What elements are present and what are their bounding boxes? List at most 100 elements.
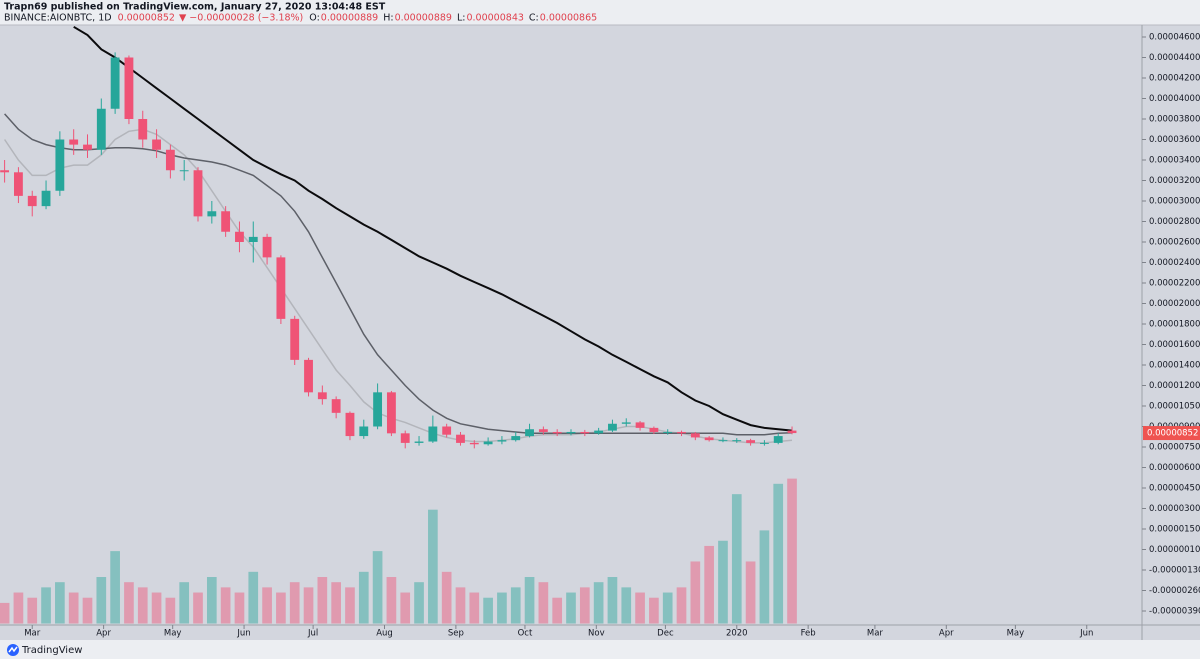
volume-bar	[386, 577, 397, 624]
x-tick-label: Oct	[518, 629, 533, 639]
volume-bar	[27, 597, 38, 624]
candle-body	[621, 422, 631, 424]
volume-bar	[510, 587, 521, 624]
x-tick-label: May	[1007, 629, 1025, 639]
candle-body	[248, 236, 258, 242]
candle-body	[511, 436, 521, 441]
volume-bar	[469, 592, 480, 624]
y-tick-label: 0.00000010	[1149, 545, 1200, 555]
volume-bar	[593, 582, 604, 624]
header-field: ▼ −0.00000028 (−3.18%)	[179, 13, 303, 24]
volume-bar	[303, 587, 314, 624]
candle-body	[677, 431, 686, 434]
volume-bar	[745, 561, 756, 624]
candle-body	[317, 392, 327, 400]
y-tick-label: 0.00002800	[1149, 217, 1200, 227]
y-tick-label: 0.00001050	[1149, 402, 1200, 412]
moving-average	[73, 25, 793, 432]
volume-bar	[704, 545, 714, 624]
candle-body	[179, 170, 189, 172]
volume-bar	[621, 587, 632, 624]
candle-body	[290, 318, 300, 360]
footer-bar	[0, 640, 1200, 659]
y-tick-label: 0.00003600	[1149, 135, 1200, 145]
candle-body	[483, 441, 493, 445]
volume-bar	[759, 530, 770, 624]
volume-bar	[552, 597, 563, 624]
candle-body	[400, 433, 410, 443]
x-tick-label: Mar	[24, 629, 41, 639]
volume-bar	[276, 592, 286, 624]
x-tick-label: 2020	[726, 629, 748, 639]
header-field: H:	[383, 13, 393, 24]
volume-bar	[151, 592, 162, 624]
candle-body	[442, 426, 452, 435]
volume-bar	[331, 582, 341, 624]
candle-body	[594, 430, 604, 434]
y-tick-label: 0.00001400	[1149, 361, 1200, 371]
candle-body	[304, 359, 313, 393]
x-tick-label: Jun	[1079, 629, 1093, 639]
candle-body	[414, 441, 424, 443]
header-field: O:	[309, 13, 320, 24]
volume-bar	[773, 483, 784, 624]
candle-body	[428, 426, 438, 442]
logo-glyph	[8, 646, 18, 653]
candle-body	[41, 190, 51, 207]
candle-body	[690, 433, 700, 438]
candle-body	[152, 139, 161, 150]
candle-body	[773, 436, 783, 443]
y-tick-label: -0.00000390	[1149, 607, 1200, 617]
volume-bar	[497, 592, 507, 624]
header-field: 0.00000843	[466, 13, 523, 24]
volume-bar	[137, 587, 148, 624]
y-tick-label: 0.00002200	[1149, 279, 1200, 289]
volume-bar	[538, 582, 549, 624]
volume-bar	[690, 561, 701, 624]
candle-body	[207, 211, 217, 217]
y-tick-label: 0.00003400	[1149, 156, 1200, 166]
volume-bar	[428, 509, 438, 624]
volume-bar	[649, 597, 659, 624]
volume-bar	[41, 587, 51, 624]
volume-bar	[193, 592, 203, 624]
y-tick-label: 0.00004000	[1149, 94, 1200, 104]
volume-bar	[579, 587, 590, 624]
plot-area	[0, 25, 797, 624]
y-tick-label: -0.00000260	[1149, 586, 1200, 596]
volume-bar	[262, 587, 272, 624]
volume-bar	[234, 592, 245, 624]
volume-bar	[345, 587, 355, 624]
y-tick-label: 0.00000150	[1149, 525, 1200, 535]
y-tick-label: 0.00000300	[1149, 504, 1200, 514]
candle-body	[221, 211, 231, 232]
x-tick-label: Jun	[236, 629, 250, 639]
volume-bar	[68, 592, 79, 624]
x-tick-label: Sep	[448, 629, 464, 639]
x-tick-label: Jul	[307, 629, 318, 639]
candle-body	[345, 412, 355, 437]
header-field: 0.00000889	[321, 13, 378, 24]
brand-logo	[7, 644, 19, 656]
volume-bar	[124, 582, 134, 624]
candle-body	[732, 440, 742, 442]
volume-bar	[718, 540, 728, 624]
volume-bar	[483, 597, 493, 624]
candle-body	[787, 430, 797, 434]
x-tick-label: May	[164, 629, 182, 639]
y-tick-label: 0.00000450	[1149, 484, 1200, 494]
candle-body	[373, 392, 383, 427]
volume-bar	[372, 551, 383, 624]
y-tick-label: 0.00000750	[1149, 443, 1200, 453]
header-field: BINANCE:AIONBTC, 1D	[4, 13, 112, 24]
candle-body	[235, 231, 244, 242]
volume-bar	[82, 597, 93, 624]
symbol-line: BINANCE:AIONBTC, 1D 0.00000852 ▼ −0.000000…	[4, 13, 597, 24]
candle-body	[96, 108, 106, 150]
last-price-label: 0.00000852	[1147, 429, 1198, 439]
y-tick-label: 0.00002600	[1149, 238, 1200, 248]
header-field: 0.00000889	[395, 13, 452, 24]
candle-body	[635, 422, 645, 428]
volume-bar	[317, 577, 328, 624]
volume-bar	[662, 592, 673, 624]
